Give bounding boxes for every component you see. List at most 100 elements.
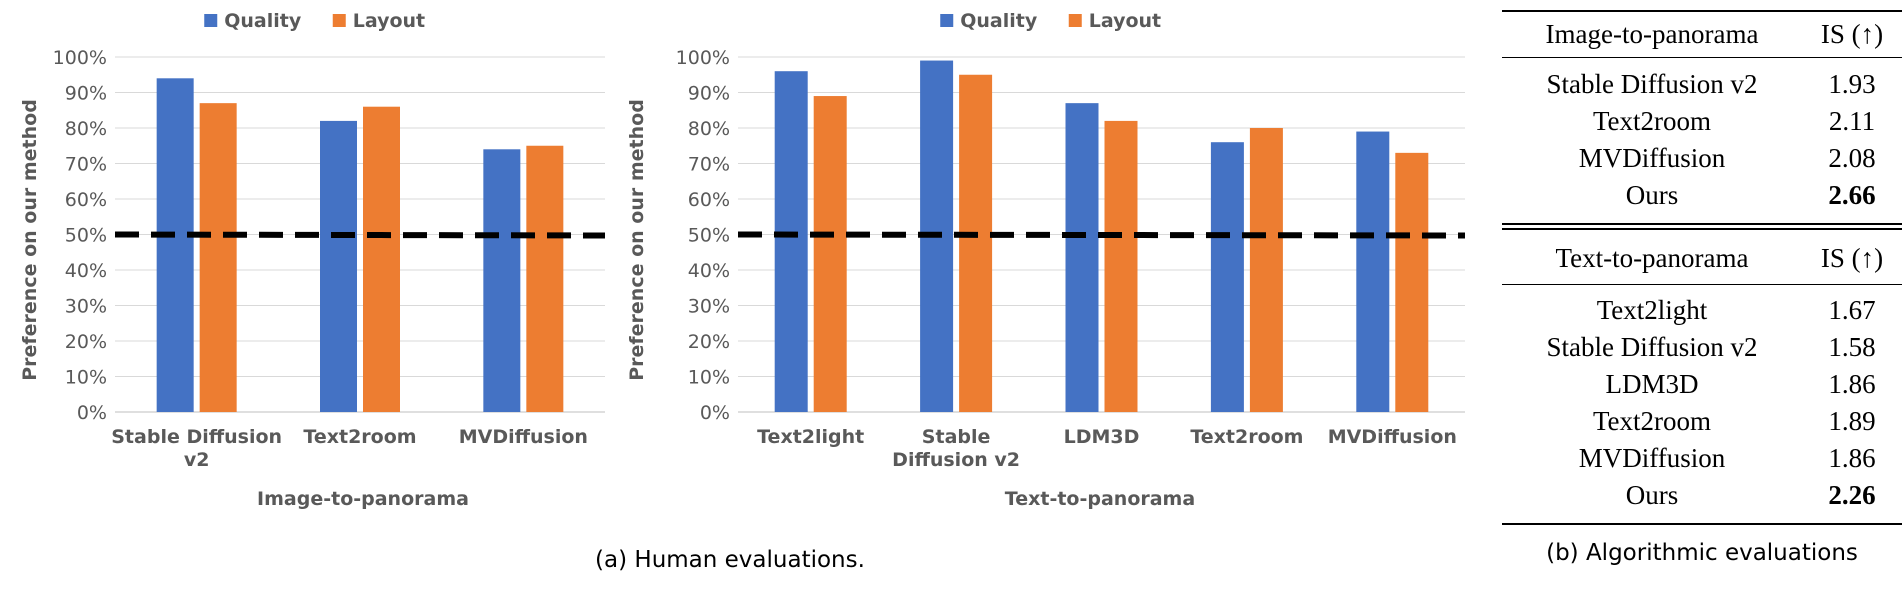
- legend-swatch-layout: [1068, 14, 1082, 27]
- bar-layout: [526, 145, 564, 412]
- charts-canvas: 0% 10% 20% 30% 40% 50% 60% 70% 80% 90% 100% Prefere…: [19, 10, 1466, 573]
- is-cell: 1.86: [1828, 443, 1876, 473]
- bar-layout: [813, 96, 847, 413]
- x-axis-label: Image-to-panorama: [257, 488, 469, 510]
- table-row: MVDiffusion 1.86: [1502, 440, 1902, 477]
- is-cell: 1.93: [1828, 69, 1876, 99]
- table-row: Stable Diffusion v2 1.93: [1502, 66, 1902, 103]
- method-cell: LDM3D: [1605, 369, 1699, 399]
- caption-algorithmic-evaluations: (b) Algorithmic evaluations: [1546, 540, 1858, 566]
- table-row: Text2room 2.11: [1502, 103, 1902, 140]
- y-tick-label: 50%: [65, 225, 107, 247]
- table-row: Ours 2.66: [1502, 177, 1902, 214]
- x-category-label: v2: [184, 449, 210, 471]
- legend-label-quality: Quality: [224, 10, 302, 32]
- x-category-label: MVDiffusion: [1328, 426, 1457, 448]
- method-cell: Stable Diffusion v2: [1546, 69, 1758, 99]
- legend-swatch-layout: [332, 14, 346, 27]
- y-axis-label: Preference on our method: [19, 99, 41, 381]
- method-cell: Text2room: [1592, 106, 1712, 136]
- x-category-label: Stable: [922, 426, 991, 448]
- y-tick-label: 50%: [688, 225, 730, 247]
- legend-label-layout: Layout: [1089, 10, 1161, 32]
- is-cell: 1.58: [1828, 332, 1876, 362]
- legend-label-layout: Layout: [353, 10, 425, 32]
- chart-text-to-panorama: 0% 10% 20% 30% 40% 50% 60% 70% 80% 90% 100% Prefere…: [626, 10, 1466, 510]
- table-double-rule-upper: [1502, 223, 1902, 225]
- table-top-rule: [1502, 10, 1902, 12]
- bar-layout: [959, 74, 993, 412]
- is-cell: 2.08: [1828, 143, 1876, 173]
- is-cell: 2.11: [1828, 106, 1876, 136]
- bar-layout: [363, 106, 400, 412]
- method-cell: MVDiffusion: [1578, 443, 1726, 473]
- table-row: LDM3D 1.86: [1502, 366, 1902, 403]
- header-is: IS (↑): [1820, 19, 1884, 49]
- y-axis-label: Preference on our method: [626, 99, 648, 381]
- bar-layout: [199, 103, 237, 413]
- table-header-image-to-panorama: Image-to-panorama IS (↑): [1502, 16, 1902, 53]
- x-category-label: Text2room: [1190, 426, 1303, 448]
- table-header-text-to-panorama: Text-to-panorama IS (↑): [1502, 240, 1902, 277]
- is-cell: 1.89: [1828, 406, 1876, 436]
- y-tick-label: 90%: [688, 83, 730, 105]
- is-cell-best: 2.26: [1828, 480, 1876, 510]
- y-tick-label: 30%: [65, 296, 107, 318]
- table-row: Text2light 1.67: [1502, 292, 1902, 329]
- bar-quality: [156, 78, 194, 413]
- legend-swatch-quality: [940, 14, 954, 27]
- chart-image-to-panorama: 0% 10% 20% 30% 40% 50% 60% 70% 80% 90% 100% Prefere…: [19, 10, 606, 510]
- bar-quality: [1356, 131, 1390, 413]
- method-cell: MVDiffusion: [1578, 143, 1726, 173]
- y-tick-label: 0%: [77, 402, 107, 424]
- bar-layout: [1104, 120, 1138, 413]
- y-tick-label: 0%: [700, 402, 730, 424]
- bar-quality: [774, 71, 808, 412]
- table-mid-rule: [1502, 57, 1902, 58]
- legend-label-quality: Quality: [960, 10, 1038, 32]
- y-tick-label: 90%: [65, 83, 107, 105]
- y-tick-label: 20%: [65, 331, 107, 353]
- is-cell: 1.86: [1828, 369, 1876, 399]
- reference-line-50: [737, 231, 1466, 239]
- y-tick-label: 80%: [688, 118, 730, 140]
- y-tick-label: 40%: [65, 260, 107, 282]
- x-category-label: Text2light: [757, 426, 864, 448]
- bar-quality: [320, 120, 357, 413]
- method-cell: Ours: [1625, 480, 1679, 510]
- x-category-label: Stable Diffusion: [111, 426, 282, 448]
- method-cell: Text2light: [1596, 295, 1708, 325]
- y-tick-label: 60%: [65, 189, 107, 211]
- is-cell-best: 2.66: [1828, 180, 1876, 210]
- header-method: Image-to-panorama: [1545, 19, 1759, 49]
- table-row: Text2room 1.89: [1502, 403, 1902, 440]
- table-row: Ours 2.26: [1502, 477, 1902, 514]
- y-tick-label: 80%: [65, 118, 107, 140]
- x-category-label: Diffusion v2: [892, 449, 1020, 471]
- bar-layout: [1249, 128, 1283, 412]
- method-cell: Stable Diffusion v2: [1546, 332, 1758, 362]
- method-cell: Ours: [1625, 180, 1679, 210]
- bar-layout: [1395, 152, 1429, 412]
- y-tick-label: 100%: [53, 47, 107, 69]
- y-tick-label: 100%: [676, 47, 730, 69]
- table-row: Stable Diffusion v2 1.58: [1502, 329, 1902, 366]
- y-tick-label: 40%: [688, 260, 730, 282]
- table-row: MVDiffusion 2.08: [1502, 140, 1902, 177]
- reference-line-50: [114, 231, 606, 239]
- bar-quality: [1210, 142, 1244, 412]
- table-bottom-rule: [1502, 523, 1902, 525]
- bar-quality: [483, 149, 521, 413]
- method-cell: Text2room: [1592, 406, 1712, 436]
- y-tick-label: 30%: [688, 296, 730, 318]
- y-tick-label: 70%: [688, 154, 730, 176]
- y-tick-label: 10%: [65, 367, 107, 389]
- y-tick-label: 20%: [688, 331, 730, 353]
- header-is: IS (↑): [1820, 243, 1884, 273]
- algorithmic-evaluation-table: Image-to-panorama IS (↑) Stable Diffusio…: [1502, 0, 1903, 590]
- x-axis-label: Text-to-panorama: [1005, 488, 1195, 510]
- header-method: Text-to-panorama: [1555, 243, 1749, 273]
- y-tick-label: 10%: [688, 367, 730, 389]
- table-mid-rule: [1502, 284, 1902, 285]
- x-category-label: MVDiffusion: [459, 426, 588, 448]
